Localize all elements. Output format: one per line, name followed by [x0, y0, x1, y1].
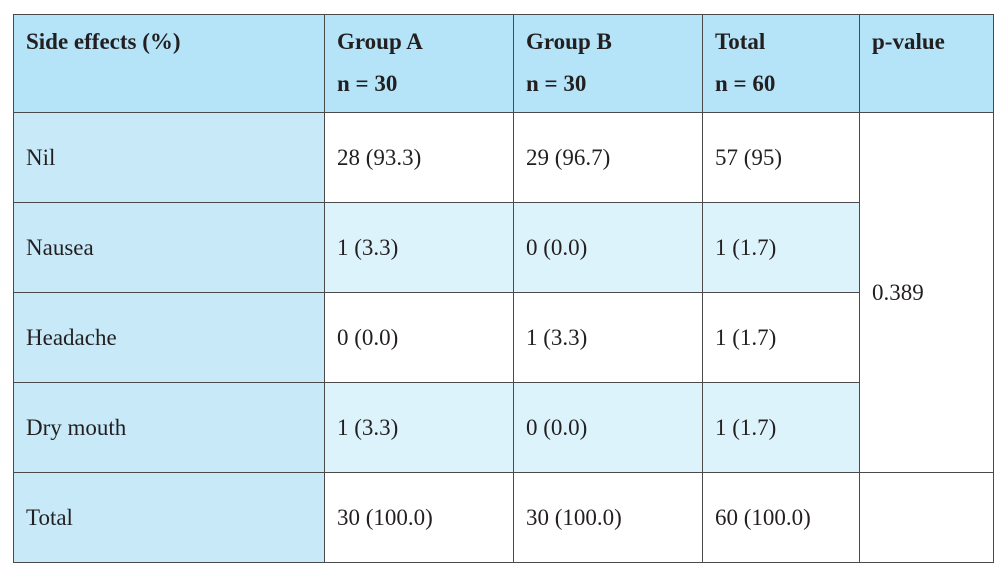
- row-label: Nil: [13, 112, 325, 203]
- header-group-b: Group B n = 30: [513, 14, 703, 113]
- row-label: Dry mouth: [13, 382, 325, 473]
- table-row: Dry mouth 1 (3.3) 0 (0.0) 1 (1.7): [13, 382, 994, 473]
- header-group-a-n: n = 30: [337, 71, 398, 96]
- header-side-effects: Side effects (%): [13, 14, 325, 113]
- row-label: Total: [13, 472, 325, 563]
- table-row: Headache 0 (0.0) 1 (3.3) 1 (1.7): [13, 292, 994, 383]
- header-group-a-label: Group A: [337, 29, 423, 54]
- row-label: Nausea: [13, 202, 325, 293]
- header-total-label: Total: [715, 29, 766, 54]
- header-p-value-label: p-value: [872, 29, 945, 54]
- cell-group-a: 1 (3.3): [324, 202, 514, 293]
- cell-group-b: 30 (100.0): [513, 472, 703, 563]
- cell-total: 57 (95): [702, 112, 860, 203]
- cell-total: 1 (1.7): [702, 202, 860, 293]
- cell-group-a: 28 (93.3): [324, 112, 514, 203]
- side-effects-table: Side effects (%) Group A n = 30 Group B …: [13, 14, 994, 563]
- table-row-total: Total 30 (100.0) 30 (100.0) 60 (100.0): [13, 472, 994, 563]
- cell-total: 1 (1.7): [702, 292, 860, 383]
- cell-p-value: 0.389: [859, 112, 994, 473]
- cell-group-a: 0 (0.0): [324, 292, 514, 383]
- header-side-effects-label: Side effects (%): [26, 29, 181, 54]
- header-total: Total n = 60: [702, 14, 860, 113]
- header-group-b-label: Group B: [526, 29, 612, 54]
- cell-group-a: 1 (3.3): [324, 382, 514, 473]
- table-row: Nil 28 (93.3) 29 (96.7) 57 (95) 0.389: [13, 112, 994, 473]
- header-total-n: n = 60: [715, 71, 776, 96]
- cell-group-b: 29 (96.7): [513, 112, 703, 203]
- row-label: Headache: [13, 292, 325, 383]
- cell-group-b: 0 (0.0): [513, 382, 703, 473]
- cell-total: 60 (100.0): [702, 472, 860, 563]
- cell-empty: [859, 472, 994, 563]
- header-group-b-n: n = 30: [526, 71, 587, 96]
- cell-total: 1 (1.7): [702, 382, 860, 473]
- header-group-a: Group A n = 30: [324, 14, 514, 113]
- header-row: Side effects (%) Group A n = 30 Group B …: [13, 14, 994, 113]
- cell-group-b: 0 (0.0): [513, 202, 703, 293]
- cell-group-b: 1 (3.3): [513, 292, 703, 383]
- cell-group-a: 30 (100.0): [324, 472, 514, 563]
- header-p-value: p-value: [859, 14, 994, 113]
- table-row: Nausea 1 (3.3) 0 (0.0) 1 (1.7): [13, 202, 994, 293]
